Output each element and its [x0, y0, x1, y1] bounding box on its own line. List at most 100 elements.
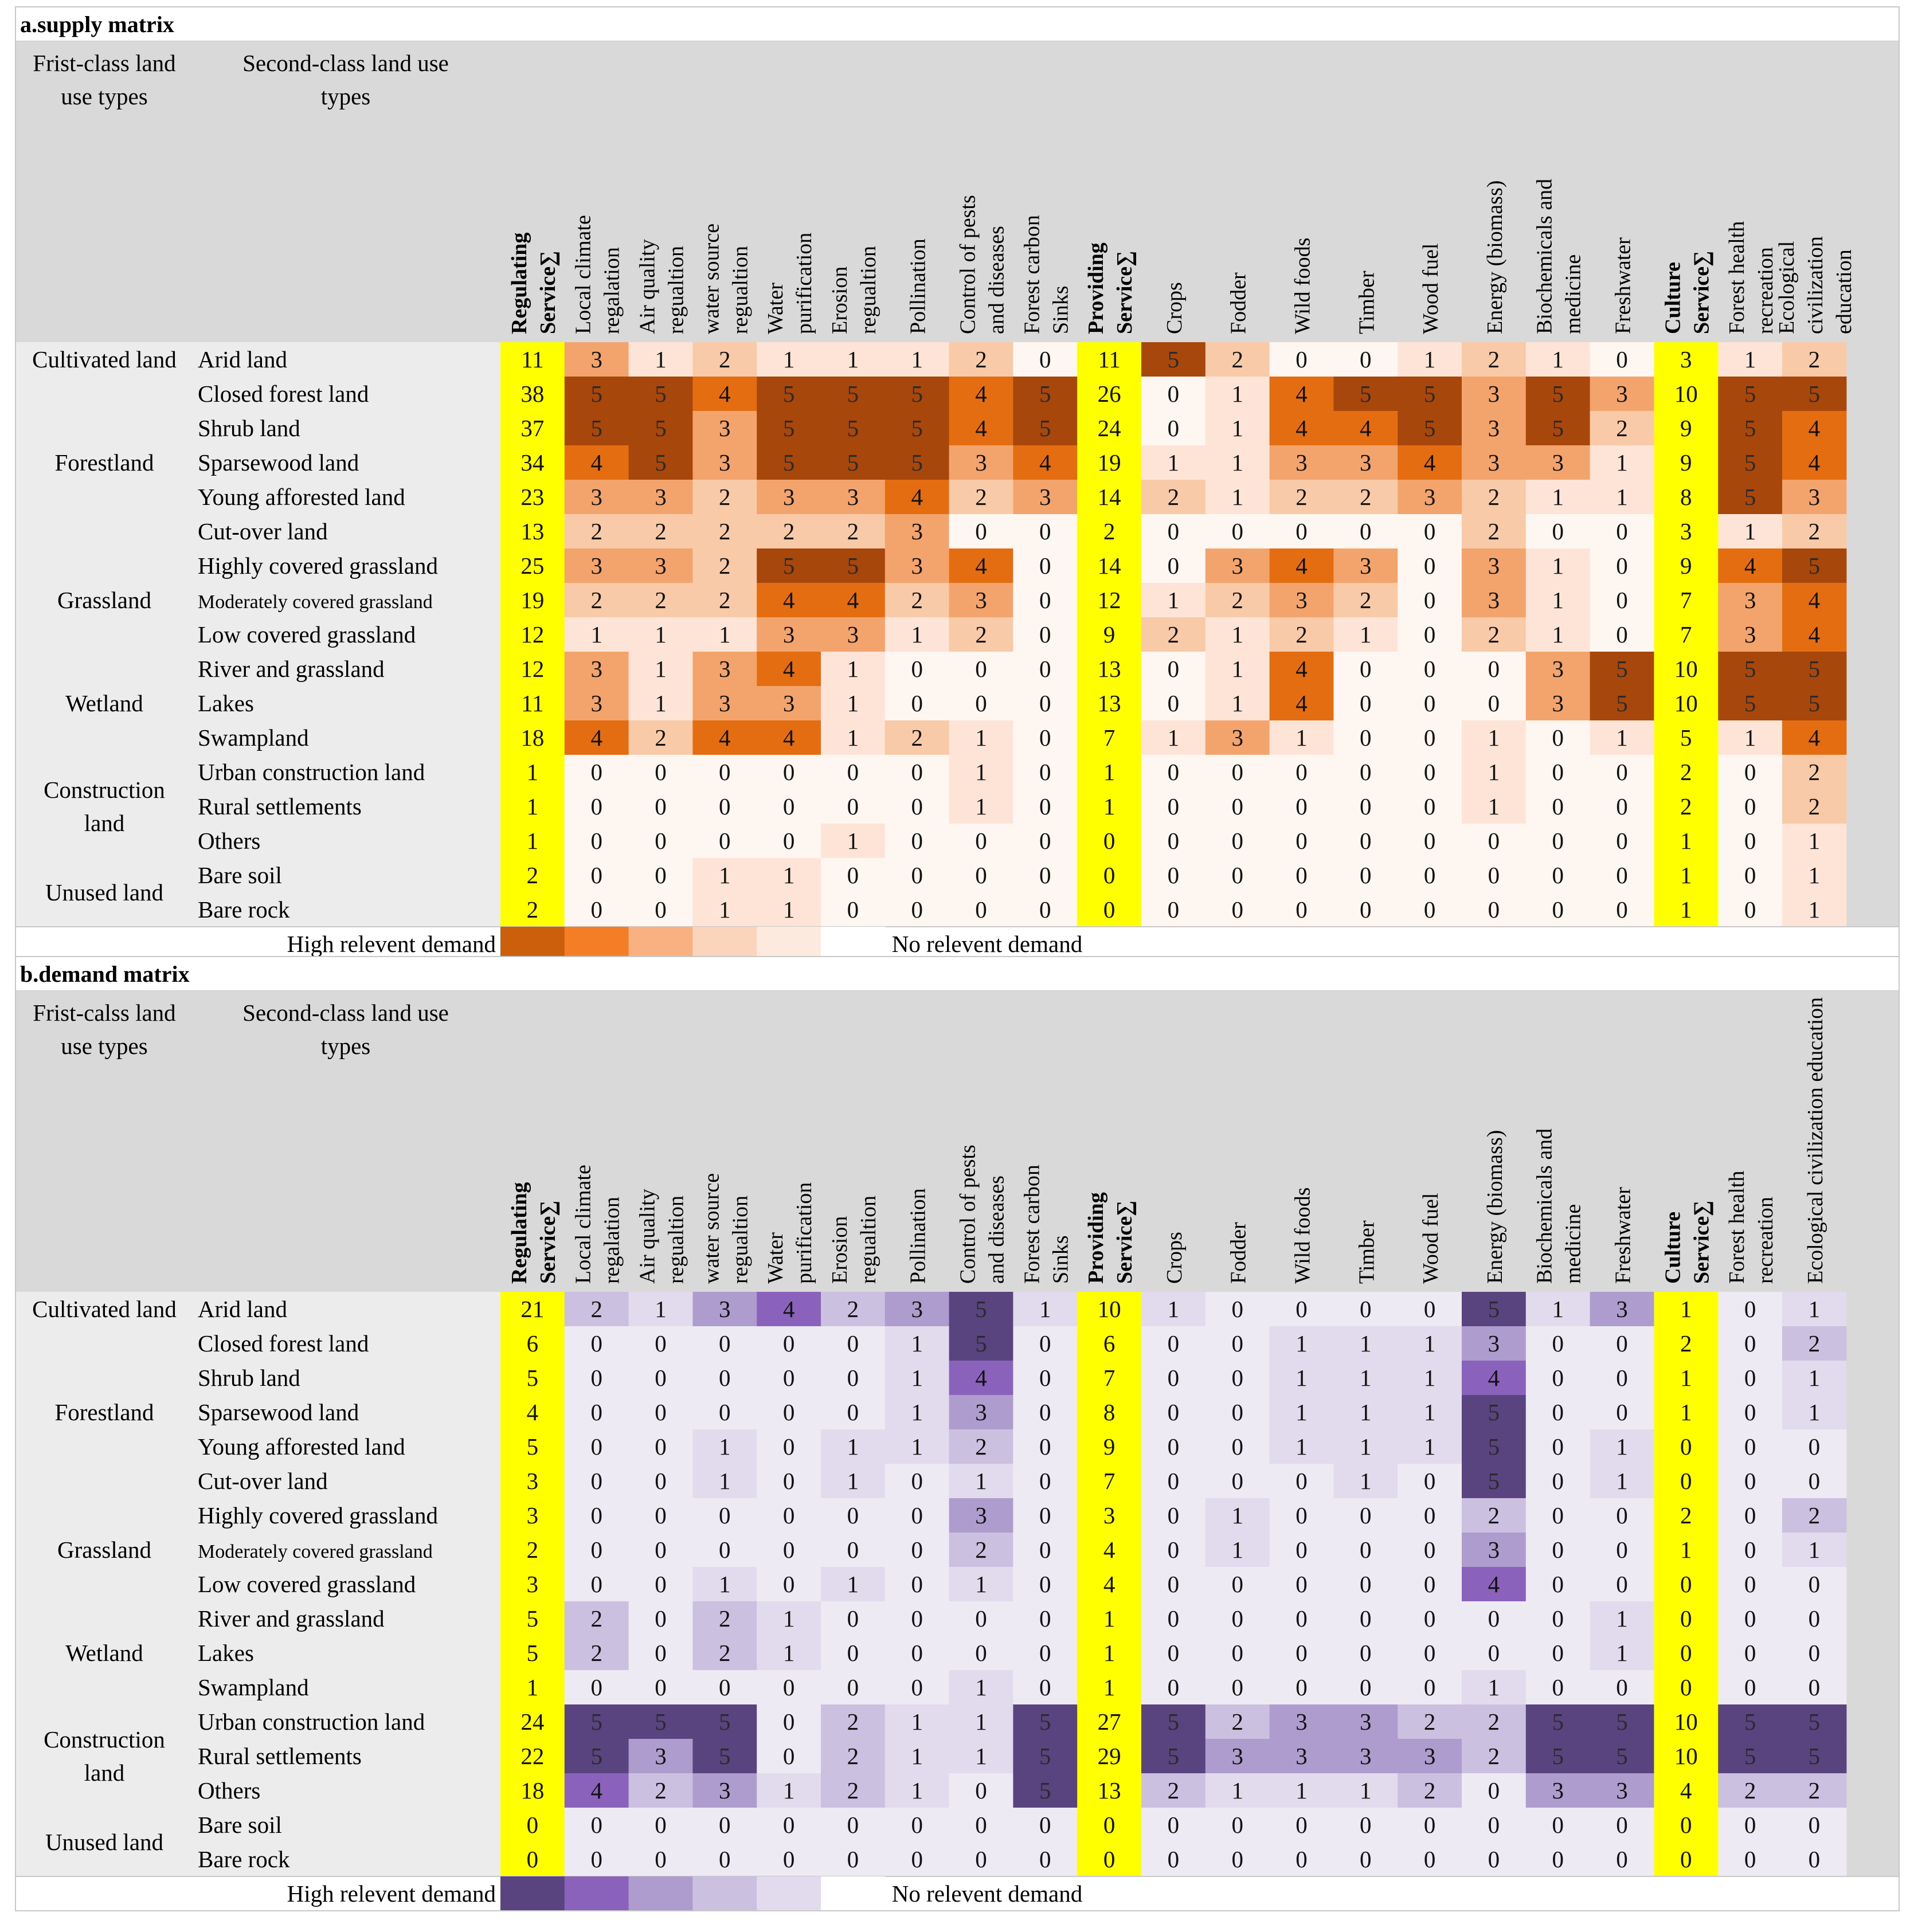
cell-value: 0	[1231, 896, 1243, 923]
cell-value: 0	[911, 896, 923, 923]
heatmap-cell	[500, 1842, 565, 1877]
cell-value: 5	[1744, 415, 1756, 441]
heatmap-cell	[949, 1533, 1013, 1567]
cell-value: 0	[1231, 759, 1243, 785]
cell-value: 0	[1360, 346, 1372, 373]
heatmap-cell	[1269, 480, 1334, 515]
heatmap-cell	[821, 1636, 886, 1671]
column-header: recreation	[1754, 247, 1778, 334]
cell-value: 5	[1424, 381, 1436, 407]
cell-value: 0	[1039, 1537, 1051, 1563]
heatmap-cell	[500, 892, 565, 927]
heatmap-cell	[1013, 1601, 1078, 1636]
heatmap-cell	[1718, 342, 1783, 377]
cell-value: 0	[847, 1812, 859, 1838]
cell-value: 2	[1680, 759, 1692, 785]
cell-value: 0	[655, 1365, 667, 1391]
column-header: Forest carbon	[1020, 215, 1044, 334]
heatmap-cell	[500, 858, 565, 893]
cell-value: 9	[1103, 1433, 1116, 1460]
heatmap-cell	[884, 1567, 950, 1602]
heatmap-cell	[1269, 548, 1334, 583]
cell-value: 1	[1616, 1433, 1628, 1460]
heatmap-cell	[1654, 1842, 1719, 1877]
heatmap-cell	[949, 1567, 1013, 1602]
heatmap-cell	[1782, 1292, 1847, 1327]
cell-value: 0	[975, 896, 987, 923]
cell-value: 1	[911, 346, 923, 373]
heatmap-cell	[1718, 720, 1783, 755]
column-header: Energy (biomass)	[1483, 1130, 1507, 1284]
heatmap-cell	[757, 514, 821, 549]
heatmap-cell	[1333, 445, 1398, 480]
cell-value: 3	[847, 484, 859, 510]
cell-value: 0	[1231, 1399, 1243, 1425]
heatmap-cell	[1718, 514, 1783, 549]
heatmap-cell	[1462, 1326, 1527, 1361]
heatmap-cell	[821, 1567, 886, 1602]
heatmap-cell	[821, 1395, 886, 1430]
cell-value: 0	[1616, 1674, 1628, 1700]
cell-value: 0	[1424, 1296, 1436, 1322]
heatmap-cell	[821, 755, 886, 790]
heatmap-cell	[884, 720, 950, 755]
cell-value: 0	[1488, 656, 1500, 682]
cell-value: 0	[1168, 862, 1180, 888]
cell-value: 0	[1552, 518, 1564, 544]
cell-value: 2	[847, 518, 859, 544]
cell-value: 0	[1039, 656, 1051, 682]
heatmap-cell	[949, 1739, 1013, 1774]
cell-value: 3	[1616, 1777, 1628, 1804]
cell-value: 1	[1552, 587, 1564, 613]
heatmap-cell	[1077, 1429, 1142, 1464]
cell-value: 4	[1295, 690, 1308, 716]
cell-value: 0	[847, 1399, 859, 1425]
heatmap-cell	[1782, 1739, 1847, 1774]
cell-value: 25	[520, 552, 544, 579]
cell-value: 0	[1295, 896, 1308, 923]
heatmap-cell	[1782, 892, 1847, 927]
cell-value: 5	[911, 381, 923, 407]
heatmap-cell	[1141, 514, 1206, 549]
heatmap-cell	[1333, 1498, 1398, 1533]
cell-value: 0	[1360, 1571, 1372, 1597]
cell-value: 7	[1680, 587, 1692, 613]
cell-value: 5	[1488, 1433, 1500, 1460]
heatmap-cell	[1718, 1326, 1783, 1361]
cell-value: 0	[1231, 1812, 1243, 1838]
cell-value: 5	[1744, 1743, 1756, 1769]
column-header: regalation	[600, 1197, 624, 1284]
cell-value: 14	[1098, 552, 1121, 579]
heatmap-cell	[1782, 720, 1847, 755]
heatmap-cell	[1525, 1739, 1591, 1774]
heatmap-cell	[1333, 652, 1398, 687]
heatmap-cell	[1205, 1533, 1270, 1567]
column-header: water source	[699, 1173, 723, 1284]
heatmap-cell	[1398, 411, 1462, 446]
heatmap-cell	[757, 1636, 821, 1671]
heatmap-cell	[1205, 858, 1270, 893]
heatmap-cell	[500, 1326, 565, 1361]
cell-value: 0	[1809, 1812, 1821, 1838]
cell-value: 3	[1231, 1743, 1243, 1769]
heatmap-cell	[1205, 342, 1270, 377]
cell-value: 0	[1295, 518, 1308, 544]
cell-value: 18	[520, 724, 544, 751]
cell-value: 0	[1168, 1846, 1180, 1872]
heatmap-cell	[1333, 1842, 1398, 1877]
heatmap-cell	[1718, 480, 1783, 515]
cell-value: 5	[1039, 1743, 1051, 1769]
cell-value: 0	[1168, 1812, 1180, 1838]
heatmap-cell	[1782, 1567, 1847, 1602]
cell-value: 4	[1295, 656, 1308, 682]
heatmap-cell	[884, 755, 950, 790]
heatmap-cell	[1525, 548, 1591, 583]
cell-value: 3	[1488, 381, 1500, 407]
heatmap-cell	[884, 1704, 950, 1739]
heatmap-cell	[1013, 445, 1078, 480]
heatmap-cell	[1269, 583, 1334, 618]
cell-value: 2	[590, 518, 602, 544]
heatmap-cell	[564, 1773, 629, 1808]
cell-value: 0	[1552, 1537, 1564, 1563]
second-class-header: Second-class land use	[242, 50, 449, 76]
